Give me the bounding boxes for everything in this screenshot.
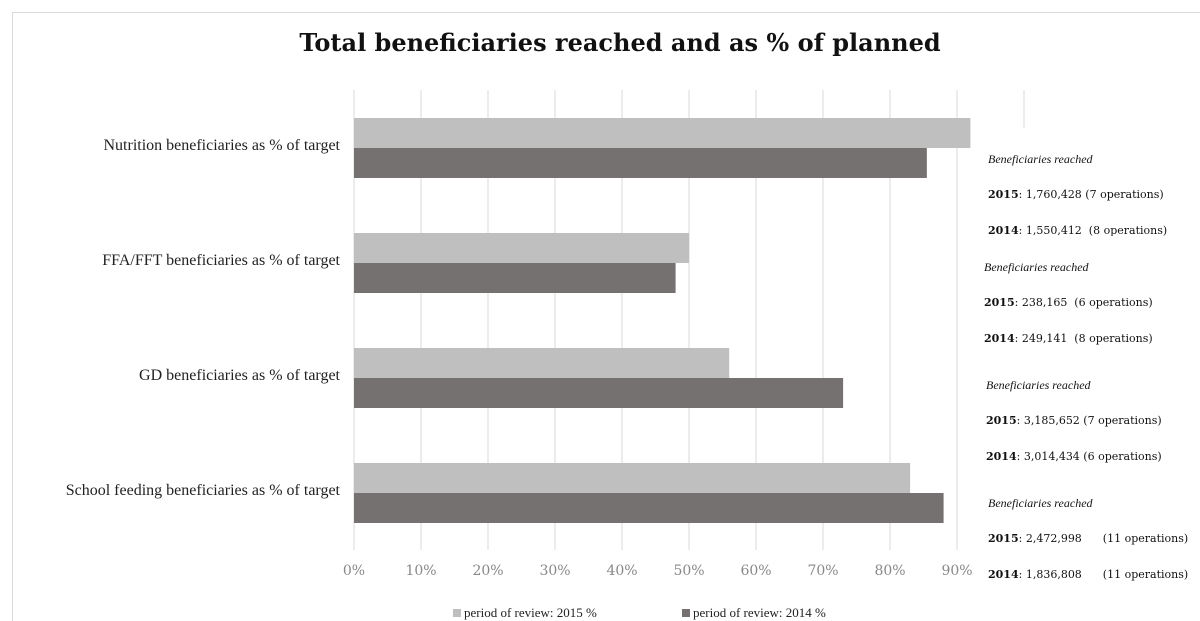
annotation-value-2015: : 238,165 (6 operations) <box>1014 296 1153 309</box>
annotation-year-2014: 2014 <box>984 332 1015 345</box>
annotation-year-2014: 2014 <box>988 224 1019 237</box>
x-tick-label: 90% <box>941 563 973 579</box>
category-label-school-feeding: School feeding beneficiaries as % of tar… <box>65 482 340 499</box>
annotation-heading: Beneficiaries reached <box>988 152 1093 166</box>
x-tick-label: 0% <box>342 563 366 579</box>
bar-2014-3 <box>354 493 944 523</box>
x-tick-label: 20% <box>472 563 504 579</box>
x-tick-label: 70% <box>807 563 839 579</box>
legend-swatch-2014 <box>682 609 690 617</box>
category-label-ffa-fft: FFA/FFT beneficiaries as % of target <box>102 252 340 269</box>
bar-2015-2 <box>354 348 730 378</box>
bar-2015-3 <box>354 463 911 493</box>
legend-swatch-2015 <box>453 609 461 617</box>
annotation-heading: Beneficiaries reached <box>986 378 1091 392</box>
annotation-nutrition: Beneficiaries reached 2015: 1,760,428 (7… <box>984 128 1172 250</box>
annotation-value-2015: : 3,185,652 (7 operations) <box>1016 414 1162 427</box>
annotation-year-2015: 2015 <box>988 532 1019 545</box>
category-label-gd: GD beneficiaries as % of target <box>139 367 340 384</box>
annotation-gd: Beneficiaries reached 2015: 3,185,652 (7… <box>982 354 1166 476</box>
annotation-value-2014: : 1,836,808 (11 operations) <box>1018 568 1189 581</box>
x-tick-label: 10% <box>405 563 437 579</box>
annotation-year-2015: 2015 <box>986 414 1017 427</box>
annotation-year-2015: 2015 <box>984 296 1015 309</box>
legend-item-2014: period of review: 2014 % <box>682 605 826 621</box>
annotation-year-2014: 2014 <box>988 568 1019 581</box>
annotation-year-2015: 2015 <box>988 188 1019 201</box>
annotation-value-2014: : 1,550,412 (8 operations) <box>1018 224 1168 237</box>
annotation-school-feeding: Beneficiaries reached 2015: 2,472,998 (1… <box>984 472 1193 594</box>
bar-2015-1 <box>354 233 689 263</box>
annotation-heading: Beneficiaries reached <box>988 496 1093 510</box>
annotation-heading: Beneficiaries reached <box>984 260 1089 274</box>
bar-2014-0 <box>354 148 927 178</box>
legend-label-2015: period of review: 2015 % <box>464 605 597 620</box>
x-tick-label: 30% <box>539 563 571 579</box>
x-tick-label: 60% <box>740 563 772 579</box>
annotation-value-2014: : 249,141 (8 operations) <box>1014 332 1153 345</box>
annotation-year-2014: 2014 <box>986 450 1017 463</box>
annotation-value-2015: : 1,760,428 (7 operations) <box>1018 188 1164 201</box>
bar-2015-0 <box>354 118 971 148</box>
annotation-value-2015: : 2,472,998 (11 operations) <box>1018 532 1189 545</box>
category-label-nutrition: Nutrition beneficiaries as % of target <box>103 137 340 154</box>
x-tick-label: 80% <box>874 563 906 579</box>
bar-2014-2 <box>354 378 844 408</box>
chart-frame <box>12 12 1200 621</box>
x-tick-label: 40% <box>606 563 638 579</box>
annotation-ffa-fft: Beneficiaries reached 2015: 238,165 (6 o… <box>980 236 1157 358</box>
annotation-value-2014: : 3,014,434 (6 operations) <box>1016 450 1162 463</box>
chart-title: Total beneficiaries reached and as % of … <box>299 28 941 57</box>
legend-label-2014: period of review: 2014 % <box>693 605 826 620</box>
legend-item-2015: period of review: 2015 % <box>453 605 597 621</box>
bar-2014-1 <box>354 263 676 293</box>
x-tick-label: 50% <box>673 563 705 579</box>
